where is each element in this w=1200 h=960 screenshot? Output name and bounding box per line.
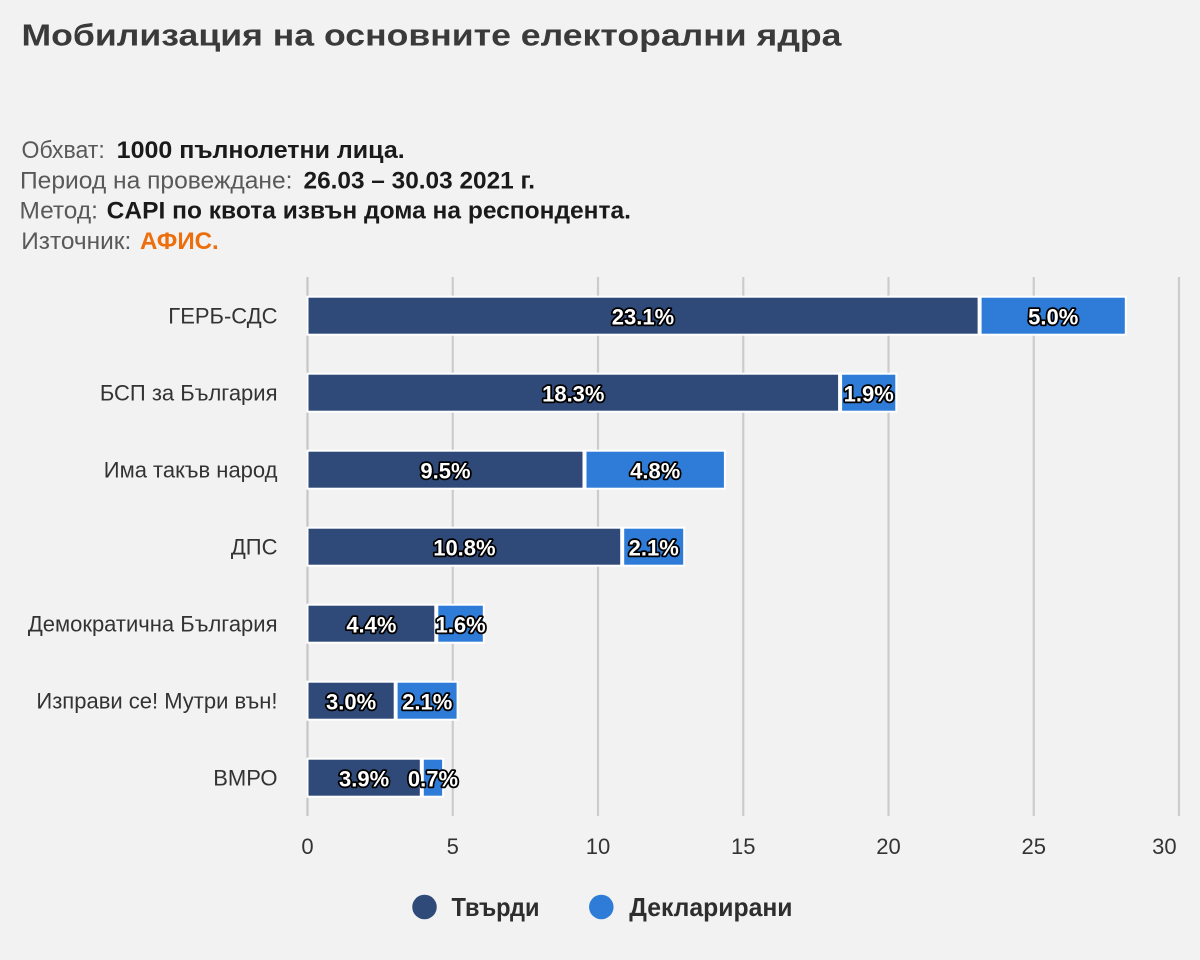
svg-text:4.4%: 4.4%: [346, 613, 396, 638]
svg-text:1.9%: 1.9%: [844, 382, 894, 407]
svg-text:26.03 – 30.03 2021 г.: 26.03 – 30.03 2021 г.: [304, 167, 536, 194]
svg-text:Период на провеждане:: Период на провеждане:: [20, 167, 293, 194]
svg-text:1000 пълнолетни лица.: 1000 пълнолетни лица.: [117, 137, 405, 164]
svg-text:Мобилизация на основните елект: Мобилизация на основните електорални ядр…: [22, 18, 843, 53]
svg-text:2.1%: 2.1%: [402, 690, 452, 715]
svg-text:18.3%: 18.3%: [542, 382, 604, 407]
svg-text:ДПС: ДПС: [231, 535, 278, 560]
svg-text:CAPI по квота извън дома на ре: CAPI по квота извън дома на респондента.: [107, 198, 631, 225]
svg-text:Има такъв народ: Има такъв народ: [104, 458, 278, 483]
svg-text:3.0%: 3.0%: [326, 690, 376, 715]
svg-text:4.8%: 4.8%: [630, 459, 680, 484]
svg-text:Изправи се! Мутри вън!: Изправи се! Мутри вън!: [36, 689, 277, 714]
svg-text:30: 30: [1152, 834, 1176, 859]
svg-text:5.0%: 5.0%: [1028, 305, 1078, 330]
svg-text:25: 25: [1022, 834, 1046, 859]
svg-text:0: 0: [301, 834, 313, 859]
svg-text:Обхват:: Обхват:: [22, 137, 105, 164]
svg-text:5: 5: [447, 834, 459, 859]
svg-text:АФИС.: АФИС.: [140, 228, 219, 255]
svg-text:20: 20: [876, 834, 900, 859]
svg-text:Източник:: Източник:: [21, 228, 131, 255]
svg-text:1.6%: 1.6%: [436, 613, 486, 638]
svg-text:3.9%: 3.9%: [339, 767, 389, 792]
svg-text:Демократична България: Демократична България: [28, 612, 278, 637]
svg-text:Метод:: Метод:: [20, 198, 98, 225]
svg-text:БСП за България: БСП за България: [100, 381, 278, 406]
svg-text:ВМРО: ВМРО: [213, 766, 277, 791]
svg-text:10: 10: [586, 834, 610, 859]
svg-text:0.7%: 0.7%: [408, 767, 458, 792]
svg-text:2.1%: 2.1%: [629, 536, 679, 561]
svg-text:10.8%: 10.8%: [433, 536, 495, 561]
svg-text:Декларирани: Декларирани: [629, 892, 792, 922]
svg-text:Твърди: Твърди: [452, 892, 540, 922]
svg-text:15: 15: [731, 834, 755, 859]
svg-text:23.1%: 23.1%: [612, 305, 674, 330]
svg-text:9.5%: 9.5%: [420, 459, 470, 484]
svg-text:ГЕРБ-СДС: ГЕРБ-СДС: [168, 304, 277, 329]
